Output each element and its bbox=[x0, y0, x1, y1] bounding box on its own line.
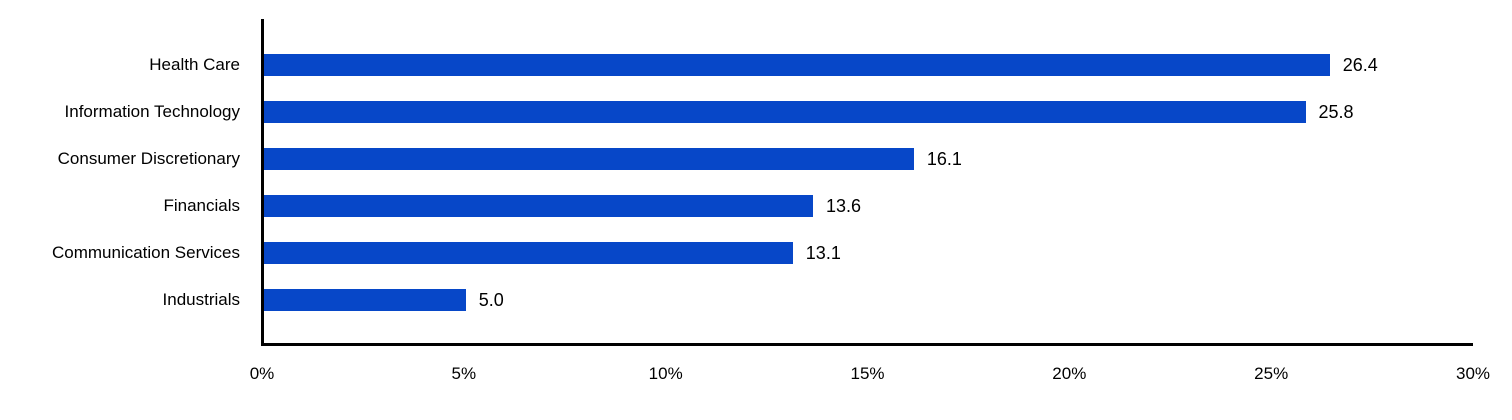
value-label: 13.6 bbox=[826, 196, 862, 216]
category-label: Health Care bbox=[149, 55, 240, 74]
y-axis-line bbox=[261, 19, 264, 346]
bar bbox=[264, 148, 914, 170]
category-label: Communication Services bbox=[51, 243, 240, 262]
bar bbox=[264, 195, 813, 217]
bar bbox=[264, 242, 793, 264]
value-label: 25.8 bbox=[1318, 102, 1354, 122]
x-tick-label: 5% bbox=[451, 364, 477, 383]
x-tick-label: 30% bbox=[1455, 364, 1491, 383]
bar bbox=[264, 101, 1306, 123]
category-label: Financials bbox=[163, 196, 240, 215]
bar bbox=[264, 54, 1330, 76]
category-label: Information Technology bbox=[64, 102, 240, 121]
category-label: Industrials bbox=[162, 290, 240, 309]
category-label: Consumer Discretionary bbox=[57, 149, 240, 168]
value-label: 13.1 bbox=[805, 243, 841, 263]
x-axis-line bbox=[261, 343, 1473, 346]
bar bbox=[264, 289, 466, 311]
x-tick-label: 10% bbox=[648, 364, 683, 383]
x-tick-label: 20% bbox=[1052, 364, 1087, 383]
value-label: 26.4 bbox=[1342, 55, 1378, 75]
value-label: 5.0 bbox=[478, 290, 504, 310]
x-tick-label: 15% bbox=[850, 364, 885, 383]
x-tick-label: 0% bbox=[249, 364, 275, 383]
value-label: 16.1 bbox=[926, 149, 962, 169]
x-tick-label: 25% bbox=[1254, 364, 1289, 383]
